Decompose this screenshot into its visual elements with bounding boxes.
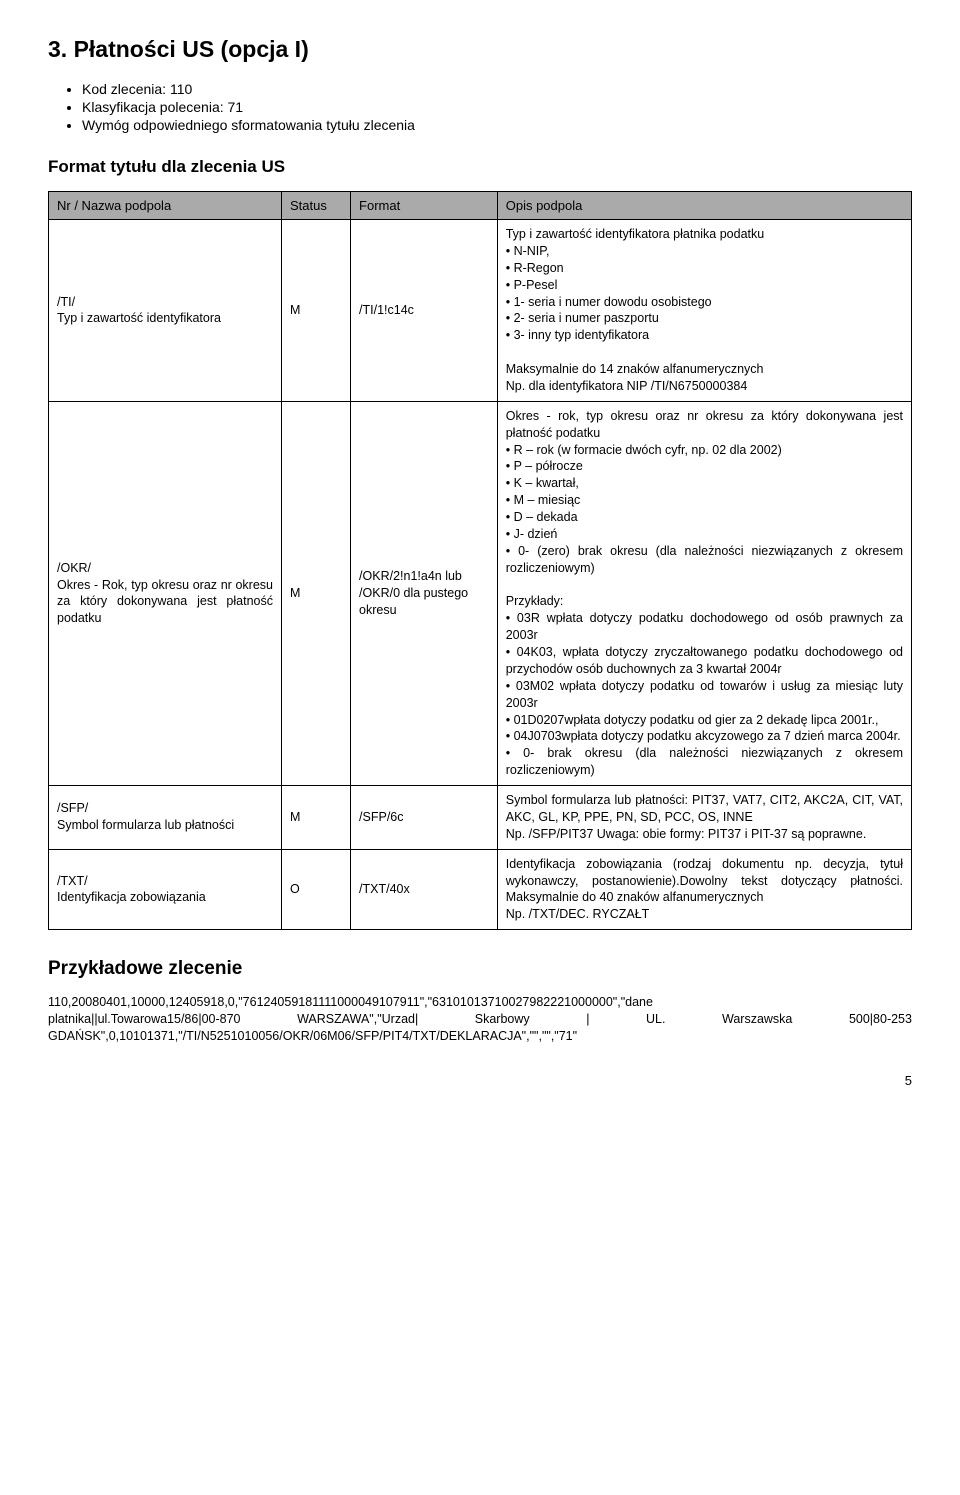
table-header-row: Nr / Nazwa podpola Status Format Opis po… xyxy=(49,192,912,220)
cell-name: /SFP/ Symbol formularza lub płatności xyxy=(49,786,282,850)
bullet-item: Kod zlecenia: 110 xyxy=(82,81,912,97)
cell-format: /OKR/2!n1!a4n lub /OKR/0 dla pustego okr… xyxy=(351,401,498,785)
example-fragment: platnika||ul.Towarowa15/86|00-870 xyxy=(48,1011,241,1028)
example-fragment: Skarbowy xyxy=(475,1011,530,1028)
table-row: /TXT/ Identyfikacja zobowiązania O /TXT/… xyxy=(49,849,912,930)
page-number: 5 xyxy=(48,1073,912,1088)
cell-desc: Typ i zawartość identyfikatora płatnika … xyxy=(497,220,911,402)
cell-format: /SFP/6c xyxy=(351,786,498,850)
example-fragment: Warszawska xyxy=(722,1011,792,1028)
example-line: 110,20080401,10000,12405918,0,"761240591… xyxy=(48,994,912,1011)
example-heading: Przykładowe zlecenie xyxy=(48,958,912,980)
table-row: /OKR/ Okres - Rok, typ okresu oraz nr ok… xyxy=(49,401,912,785)
cell-name: /TI/ Typ i zawartość identyfikatora xyxy=(49,220,282,402)
table-row: /TI/ Typ i zawartość identyfikatora M /T… xyxy=(49,220,912,402)
col-header-status: Status xyxy=(282,192,351,220)
cell-name: /OKR/ Okres - Rok, typ okresu oraz nr ok… xyxy=(49,401,282,785)
bullet-list: Kod zlecenia: 110 Klasyfikacja polecenia… xyxy=(66,81,912,133)
cell-status: M xyxy=(282,401,351,785)
col-header-desc: Opis podpola xyxy=(497,192,911,220)
example-line: platnika||ul.Towarowa15/86|00-870 WARSZA… xyxy=(48,1011,912,1028)
bullet-item: Klasyfikacja polecenia: 71 xyxy=(82,99,912,115)
cell-format: /TXT/40x xyxy=(351,849,498,930)
format-subhead: Format tytułu dla zlecenia US xyxy=(48,157,912,177)
col-header-name: Nr / Nazwa podpola xyxy=(49,192,282,220)
example-fragment: UL. xyxy=(646,1011,665,1028)
cell-status: M xyxy=(282,786,351,850)
example-line: GDAŃSK",0,10101371,"/TI/N5251010056/OKR/… xyxy=(48,1028,912,1045)
section-title: 3. Płatności US (opcja I) xyxy=(48,36,912,63)
cell-format: /TI/1!c14c xyxy=(351,220,498,402)
cell-desc: Okres - rok, typ okresu oraz nr okresu z… xyxy=(497,401,911,785)
cell-name: /TXT/ Identyfikacja zobowiązania xyxy=(49,849,282,930)
cell-desc: Identyfikacja zobowiązania (rodzaj dokum… xyxy=(497,849,911,930)
example-body: 110,20080401,10000,12405918,0,"761240591… xyxy=(48,994,912,1045)
col-header-format: Format xyxy=(351,192,498,220)
table-row: /SFP/ Symbol formularza lub płatności M … xyxy=(49,786,912,850)
bullet-item: Wymóg odpowiedniego sformatowania tytułu… xyxy=(82,117,912,133)
format-table: Nr / Nazwa podpola Status Format Opis po… xyxy=(48,191,912,930)
example-fragment: WARSZAWA","Urzad| xyxy=(297,1011,418,1028)
example-fragment: 500|80-253 xyxy=(849,1011,912,1028)
example-fragment: | xyxy=(586,1011,589,1028)
cell-status: O xyxy=(282,849,351,930)
cell-status: M xyxy=(282,220,351,402)
cell-desc: Symbol formularza lub płatności: PIT37, … xyxy=(497,786,911,850)
